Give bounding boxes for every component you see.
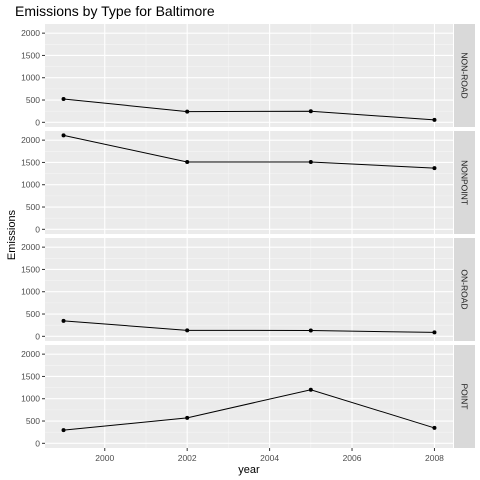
- y-tick-label: 2000: [21, 135, 40, 145]
- panel-point: 0 500 1000 1500 2000 POINT: [21, 345, 475, 448]
- facet-strip: [454, 345, 475, 448]
- x-tick-label: 2000: [95, 453, 114, 463]
- data-point: [185, 328, 190, 333]
- y-tick-label: 0: [35, 224, 40, 234]
- facet-strip-label: NONPOINT: [460, 160, 470, 205]
- data-point: [432, 117, 437, 122]
- panel-background: [45, 238, 453, 341]
- y-tick-label: 2000: [21, 28, 40, 38]
- data-point: [185, 415, 190, 420]
- y-tick-label: 500: [26, 202, 40, 212]
- y-tick-label: 0: [35, 331, 40, 341]
- panel-on-road: 0 500 1000 1500 2000 ON-ROAD: [21, 238, 475, 341]
- y-tick-label: 500: [26, 95, 40, 105]
- data-point: [61, 318, 66, 323]
- x-axis-label: year: [238, 464, 260, 476]
- facet-strip: [454, 24, 475, 127]
- x-tick-label: 2006: [343, 453, 362, 463]
- y-tick-label: 500: [26, 416, 40, 426]
- data-point: [61, 428, 66, 433]
- data-point: [308, 159, 313, 164]
- y-tick-label: 1500: [21, 157, 40, 167]
- data-point: [432, 425, 437, 430]
- data-point: [61, 96, 66, 101]
- facet-strip-label: NON-ROAD: [460, 52, 470, 98]
- data-point: [185, 109, 190, 114]
- y-tick-label: 1000: [21, 394, 40, 404]
- y-tick-label: 500: [26, 309, 40, 319]
- x-tick-label: 2004: [260, 453, 279, 463]
- panel-nonpoint: 0 500 1000 1500 2000 NONPOINT: [21, 131, 475, 234]
- facet-strip-label: POINT: [460, 384, 470, 410]
- data-point: [308, 328, 313, 333]
- y-tick-label: 1000: [21, 180, 40, 190]
- facet-strip: [454, 238, 475, 341]
- series-line: [63, 98, 435, 121]
- x-tick-label: 2008: [425, 453, 444, 463]
- x-axis: 2000 2002 2004 2006 2008: [95, 448, 444, 463]
- y-tick-label: 1500: [21, 371, 40, 381]
- data-point: [432, 166, 437, 171]
- y-tick-label: 1500: [21, 264, 40, 274]
- series-line: [63, 320, 435, 333]
- panel-non-road: 0 500 1000 1500 2000 NON-ROAD: [21, 24, 475, 127]
- facet-strip: [454, 131, 475, 234]
- y-axis-label: Emissions: [6, 209, 18, 260]
- x-tick-label: 2002: [178, 453, 197, 463]
- data-point: [61, 133, 66, 138]
- chart-panels: 0 500 1000 1500 2000 NON-ROAD 0 500 1000 1500 2000…: [21, 24, 475, 448]
- series-line: [63, 134, 435, 169]
- y-tick-label: 1500: [21, 50, 40, 60]
- y-tick-label: 1000: [21, 73, 40, 83]
- y-tick-label: 0: [35, 117, 40, 127]
- data-point: [185, 159, 190, 164]
- panel-background: [45, 131, 453, 234]
- data-point: [432, 330, 437, 335]
- y-tick-label: 2000: [21, 242, 40, 252]
- series-line: [63, 389, 435, 431]
- y-tick-label: 0: [35, 438, 40, 448]
- data-point: [308, 387, 313, 392]
- panel-background: [45, 24, 453, 127]
- y-tick-label: 2000: [21, 349, 40, 359]
- panel-background: [45, 345, 453, 448]
- data-point: [308, 109, 313, 114]
- facet-strip-label: ON-ROAD: [460, 269, 470, 309]
- chart-title: Emissions by Type for Baltimore: [15, 3, 215, 19]
- y-tick-label: 1000: [21, 287, 40, 297]
